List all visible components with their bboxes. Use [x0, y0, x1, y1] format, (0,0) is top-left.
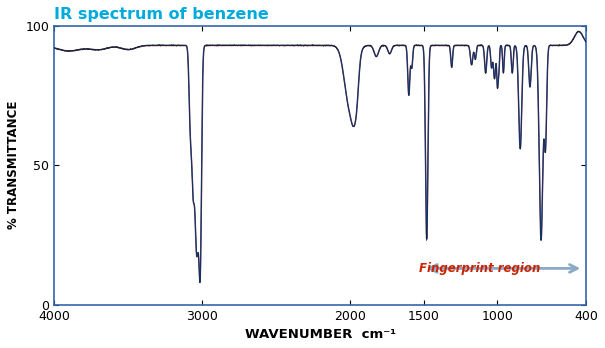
Text: IR spectrum of benzene: IR spectrum of benzene: [54, 7, 269, 22]
Y-axis label: % TRANSMITTANCE: % TRANSMITTANCE: [7, 101, 20, 229]
X-axis label: WAVENUMBER  cm⁻¹: WAVENUMBER cm⁻¹: [244, 328, 396, 341]
Text: Fingerprint region: Fingerprint region: [419, 262, 540, 275]
